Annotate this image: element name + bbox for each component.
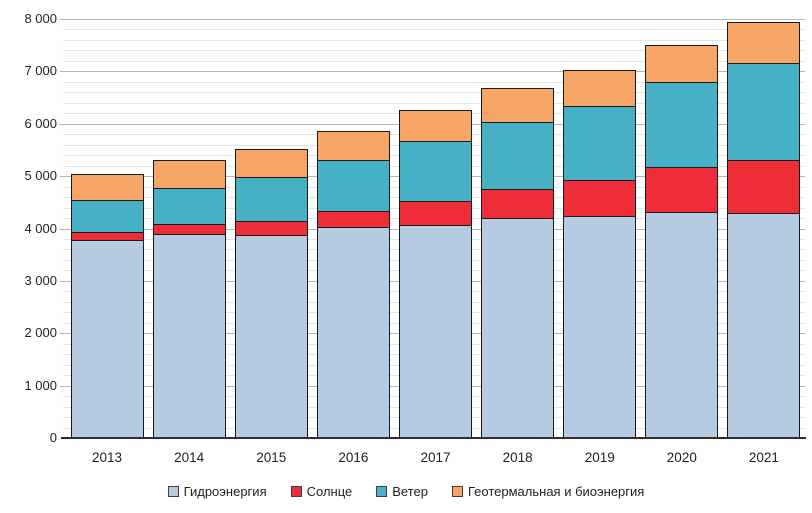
bar-segment-geo-bio-2016 xyxy=(316,131,390,161)
bar-segment-wind-2019 xyxy=(563,106,637,181)
bar-segment-solar-2019 xyxy=(563,180,637,217)
y-axis-tick-label: 4 000 xyxy=(24,220,57,236)
bar-segment-wind-2021 xyxy=(727,63,801,161)
bar-column-2019 xyxy=(563,19,637,438)
bar-segment-hydro-2017 xyxy=(399,225,472,438)
bar-segment-hydro-2020 xyxy=(645,212,719,438)
legend-swatch-geo-bio xyxy=(452,485,463,497)
bar-segment-geo-bio-2015 xyxy=(234,149,308,178)
y-axis-tick-label: 2 000 xyxy=(24,325,57,341)
major-gridline xyxy=(60,19,805,20)
minor-gridline xyxy=(63,60,805,62)
bar-column-2013 xyxy=(70,19,144,438)
x-axis-category-label: 2014 xyxy=(174,450,205,465)
bar-segment-solar-2020 xyxy=(645,167,719,213)
bar-segment-wind-2014 xyxy=(152,188,226,225)
legend-swatch-hydro xyxy=(167,485,179,497)
legend-label: Ветер xyxy=(392,483,428,499)
major-gridline xyxy=(60,71,805,73)
y-axis-tick-label: 3 000 xyxy=(24,272,57,288)
x-axis-category-label: 2018 xyxy=(502,450,533,465)
minor-gridline xyxy=(63,50,805,52)
x-axis-line xyxy=(61,437,806,439)
plot-area xyxy=(60,19,805,438)
bar-segment-geo-bio-2021 xyxy=(727,22,801,64)
y-axis-tick-label: 1 000 xyxy=(24,377,57,393)
minor-gridline xyxy=(63,81,805,83)
bar-segment-hydro-2016 xyxy=(316,227,390,438)
bar-segment-geo-bio-2020 xyxy=(645,45,719,83)
chart-legend: Гидроэнергия Солнце Ветер Геотермальная и б… xyxy=(40,480,772,502)
bar-segment-solar-2018 xyxy=(481,189,555,219)
y-axis-tick-label: 6 000 xyxy=(24,115,57,131)
y-axis-tick-label: 8 000 xyxy=(24,11,57,26)
x-axis-category-label: 2016 xyxy=(338,450,369,465)
legend-item-geo-bio: Геотермальная и биоэнергия xyxy=(452,484,644,499)
bar-segment-hydro-2014 xyxy=(152,234,226,438)
bar-column-2020 xyxy=(645,19,719,438)
bar-column-2021 xyxy=(727,19,801,438)
bar-column-2014 xyxy=(152,19,226,438)
x-axis-category-label: 2013 xyxy=(92,450,123,465)
bar-segment-solar-2021 xyxy=(727,160,801,214)
legend-item-solar: Солнце xyxy=(290,483,353,499)
x-axis-category-label: 2020 xyxy=(666,450,697,465)
bar-segment-geo-bio-2018 xyxy=(481,88,555,123)
bar-segment-solar-2013 xyxy=(70,232,144,241)
bar-segment-geo-bio-2013 xyxy=(70,174,144,201)
minor-gridline xyxy=(63,29,805,31)
bar-segment-solar-2016 xyxy=(316,211,390,228)
legend-label: Солнце xyxy=(306,483,353,499)
x-axis-category-label: 2017 xyxy=(420,450,451,465)
x-axis-category-label: 2015 xyxy=(256,450,287,465)
legend-label: Гидроэнергия xyxy=(183,483,267,499)
y-axis-tick-label: 7 000 xyxy=(24,63,57,79)
minor-gridline xyxy=(63,92,805,94)
bar-segment-wind-2016 xyxy=(316,160,390,212)
bar-segment-wind-2013 xyxy=(70,200,144,233)
bar-segment-hydro-2015 xyxy=(234,235,308,438)
y-axis-tick-label: 0 xyxy=(49,430,57,445)
legend-item-hydro: Гидроэнергия xyxy=(167,483,267,499)
x-axis-category-label: 2021 xyxy=(748,450,779,465)
bar-segment-hydro-2013 xyxy=(70,240,144,438)
bar-segment-wind-2020 xyxy=(645,82,719,168)
y-axis-tick-label: 5 000 xyxy=(24,168,57,184)
bar-segment-wind-2015 xyxy=(234,177,308,222)
bar-segment-solar-2017 xyxy=(399,201,472,226)
bar-segment-solar-2014 xyxy=(152,224,226,235)
bar-segment-hydro-2018 xyxy=(481,218,555,438)
bar-segment-wind-2018 xyxy=(481,122,555,190)
bar-segment-geo-bio-2017 xyxy=(399,110,472,142)
x-axis-category-label: 2019 xyxy=(584,450,615,465)
legend-item-wind: Ветер xyxy=(376,484,428,499)
minor-gridline xyxy=(63,102,805,104)
bar-segment-geo-bio-2019 xyxy=(563,70,637,107)
bar-segment-hydro-2019 xyxy=(563,216,637,438)
legend-label: Геотермальная и биоэнергия xyxy=(468,483,645,499)
bar-column-2017 xyxy=(399,19,472,438)
minor-gridline xyxy=(63,39,805,41)
bar-segment-hydro-2021 xyxy=(727,213,801,438)
bar-column-2015 xyxy=(234,19,308,438)
bar-segment-geo-bio-2014 xyxy=(152,160,226,189)
bar-segment-solar-2015 xyxy=(234,221,308,236)
legend-swatch-wind xyxy=(376,485,388,497)
bar-column-2016 xyxy=(316,19,390,438)
legend-swatch-solar xyxy=(290,485,302,497)
bar-column-2018 xyxy=(481,19,555,438)
bar-segment-wind-2017 xyxy=(399,141,472,202)
